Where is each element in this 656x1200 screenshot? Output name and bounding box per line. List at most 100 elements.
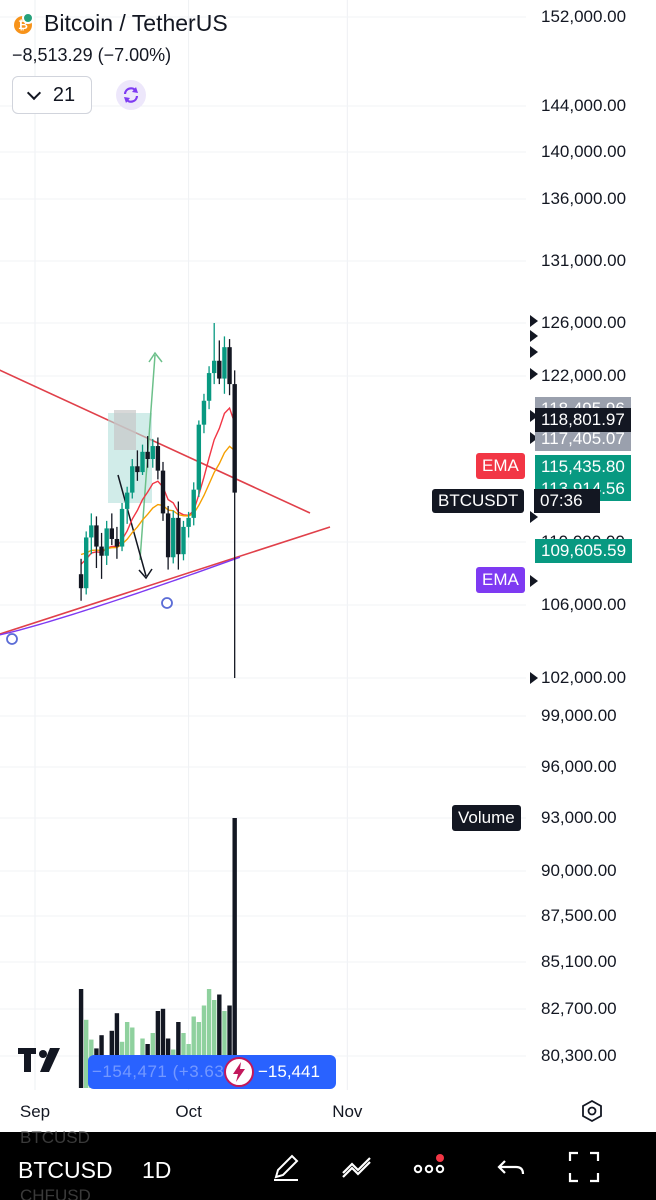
- candle: [227, 339, 232, 396]
- candle-body: [232, 384, 237, 493]
- refresh-icon: [123, 87, 139, 103]
- candle-body: [114, 538, 120, 547]
- chart-header: ₿ Bitcoin / TetherUS −8,513.29 (−7.00%) …: [12, 10, 228, 114]
- candle: [206, 366, 212, 410]
- price-tick-label: 93,000.00: [541, 808, 617, 827]
- candle: [176, 501, 181, 570]
- lightning-icon[interactable]: [224, 1057, 254, 1087]
- draw-icon[interactable]: [268, 1149, 304, 1185]
- ema-red-value-tag: 115,435.80: [535, 455, 631, 479]
- interval-selector[interactable]: 21: [12, 76, 92, 114]
- price-tick-label: 131,000.00: [541, 251, 627, 270]
- candle: [99, 532, 104, 579]
- axis-arrow: [530, 368, 538, 380]
- ema-marker[interactable]: [6, 633, 18, 645]
- candle: [217, 340, 222, 385]
- indicators-icon[interactable]: [340, 1149, 376, 1185]
- candle-body: [78, 574, 84, 589]
- volume-value-pill[interactable]: −154,471 (+3.63 −15,441: [88, 1055, 336, 1089]
- candle-body: [217, 360, 222, 379]
- tradingview-logo: [18, 1048, 60, 1072]
- volume-bar: [84, 1019, 89, 1088]
- candle-body: [89, 525, 94, 538]
- settings-icon[interactable]: [580, 1099, 604, 1123]
- candle: [78, 558, 84, 601]
- axis-arrows: [530, 315, 538, 684]
- pair-title[interactable]: Bitcoin / TetherUS: [44, 10, 228, 36]
- ghost-symbol-above: BTCUSD: [20, 1128, 90, 1147]
- price-tick-label: 90,000.00: [541, 861, 617, 880]
- candle-body: [212, 360, 217, 374]
- axis-arrow: [530, 432, 538, 444]
- volume-bar: [227, 1005, 232, 1088]
- candle-body: [222, 347, 227, 379]
- time-tick-label: Nov: [332, 1102, 363, 1121]
- interval-button[interactable]: 1D: [142, 1157, 172, 1183]
- candle-body: [124, 492, 130, 509]
- candle-body: [104, 528, 109, 556]
- time-tick-label: Sep: [19, 1102, 51, 1121]
- price-tick-label: 96,000.00: [541, 757, 617, 776]
- candle: [124, 486, 130, 524]
- candle-body: [140, 451, 145, 473]
- candle: [84, 531, 89, 595]
- candles: [78, 323, 237, 678]
- ema-purple-label[interactable]: EMA: [476, 567, 525, 593]
- symbol-button[interactable]: BTCUSD: [18, 1157, 113, 1183]
- price-tick-label: 126,000.00: [541, 313, 627, 332]
- notification-dot: [436, 1154, 444, 1162]
- volume-bar: [155, 1011, 161, 1088]
- candle-body: [155, 446, 161, 471]
- volume-bar: [222, 1011, 227, 1088]
- candle: [155, 437, 161, 480]
- candle-body: [109, 528, 114, 539]
- candle: [160, 461, 166, 521]
- undo-icon[interactable]: [494, 1149, 530, 1185]
- candle: [171, 510, 176, 564]
- candle: [89, 513, 94, 555]
- chevron-down-icon: [26, 85, 41, 100]
- price-change: −8,513.29 (−7.00%): [12, 45, 172, 65]
- volume-bar: [217, 994, 222, 1088]
- candle: [222, 336, 227, 394]
- volume-value: −15,441: [258, 1062, 320, 1081]
- ema-marker[interactable]: [161, 597, 173, 609]
- price-tick-label: 136,000.00: [541, 189, 627, 208]
- ema-red-line: [80, 406, 236, 565]
- axis-arrow: [530, 410, 538, 422]
- refresh-button[interactable]: [116, 80, 146, 110]
- price-tick-label: 87,500.00: [541, 906, 617, 925]
- volume-bar: [191, 1016, 196, 1088]
- price-chart[interactable]: [0, 0, 656, 1132]
- candle: [114, 526, 120, 559]
- ema-purple-value-tag: 109,605.59: [535, 539, 633, 563]
- volume-bar: [212, 1000, 217, 1088]
- axis-arrow: [530, 330, 538, 342]
- price-tick-label: 80,300.00: [541, 1046, 617, 1065]
- more-icon[interactable]: [412, 1149, 448, 1185]
- volume-bars: [78, 818, 237, 1088]
- volume-bar: [78, 989, 84, 1088]
- price-tick-label: 140,000.00: [541, 142, 627, 161]
- candle-body: [186, 517, 191, 527]
- grid-lines: [0, 0, 526, 1090]
- candle-body: [160, 470, 166, 514]
- price-tick-label: 82,700.00: [541, 999, 617, 1018]
- axis-arrow: [530, 511, 538, 523]
- ghost-symbol-below: CHFUSD: [20, 1186, 91, 1200]
- price-tick-label: 85,100.00: [541, 952, 617, 971]
- volume-faded-text: −154,471 (+3.63: [92, 1062, 225, 1081]
- price-tick-label: 152,000.00: [541, 7, 627, 26]
- ema-markers: [6, 597, 173, 645]
- time-tick-label: Oct: [175, 1102, 202, 1121]
- candle: [104, 520, 109, 565]
- candle-body: [181, 526, 186, 555]
- fullscreen-icon[interactable]: [566, 1149, 602, 1185]
- bitcoin-icon: ₿: [12, 11, 36, 36]
- ema-red-label[interactable]: EMA: [476, 453, 525, 479]
- candle-body: [201, 400, 207, 425]
- last-price-tag: 118,801.97: [535, 408, 631, 432]
- volume-bar: [114, 1013, 120, 1088]
- volume-label[interactable]: Volume: [452, 805, 521, 831]
- candle: [186, 511, 191, 538]
